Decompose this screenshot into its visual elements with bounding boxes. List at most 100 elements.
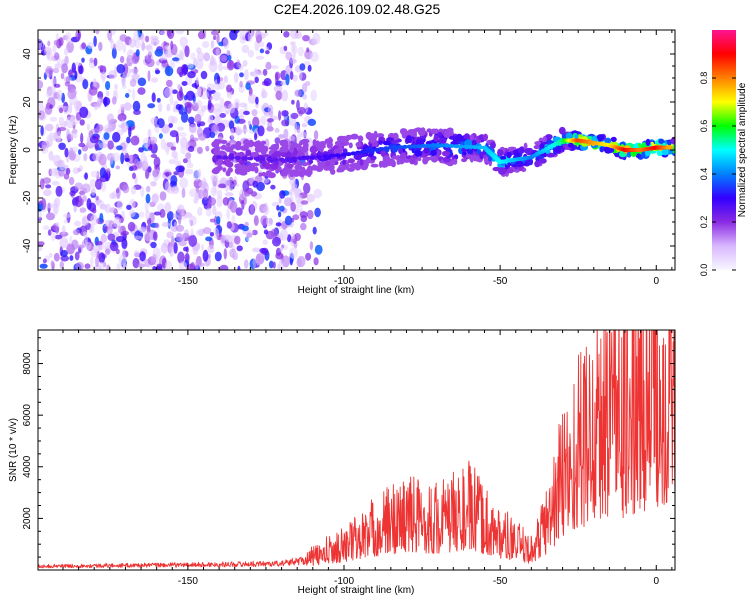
heatmap-cell <box>249 124 253 130</box>
heatmap-cell <box>455 133 463 142</box>
heatmap-cell <box>64 147 69 158</box>
heatmap-cell <box>175 165 185 173</box>
heatmap-cell <box>165 260 172 270</box>
heatmap-cell <box>245 149 252 157</box>
heatmap-cell <box>176 204 185 215</box>
heatmap-cell <box>368 133 377 140</box>
heatmap-cell <box>129 154 134 163</box>
heatmap-cell <box>143 155 148 168</box>
heatmap-cell <box>168 123 173 128</box>
y-tick-label: -40 <box>22 238 33 253</box>
heatmap-cell <box>270 65 279 70</box>
heatmap-cell <box>296 160 302 165</box>
heatmap-cell <box>57 127 67 131</box>
heatmap-cell <box>105 248 111 255</box>
heatmap-cell <box>127 221 136 232</box>
heatmap-cell <box>130 135 140 146</box>
heatmap-cell <box>177 251 185 264</box>
heatmap-cell <box>279 148 288 153</box>
heatmap-cell <box>284 215 293 226</box>
heatmap-cell <box>279 205 285 212</box>
heatmap-cell <box>193 92 202 97</box>
heatmap-cell <box>113 43 117 50</box>
heatmap-cell <box>63 105 70 115</box>
heatmap-cell <box>233 72 239 83</box>
heatmap-cell <box>88 228 93 233</box>
snr-series-line <box>38 330 675 569</box>
heatmap-cell <box>180 111 189 123</box>
heatmap-cell <box>309 241 314 251</box>
heatmap-cell <box>209 218 216 223</box>
heatmap-cell <box>117 113 127 122</box>
heatmap-cell <box>168 158 176 165</box>
heatmap-cell <box>237 265 241 270</box>
heatmap-cell <box>147 43 154 56</box>
heatmap-cell <box>254 145 260 153</box>
heatmap-cell <box>453 144 460 149</box>
heatmap-cell <box>177 213 182 225</box>
heatmap-cell <box>81 57 85 63</box>
heatmap-cell <box>300 200 309 205</box>
heatmap-cell <box>69 235 73 245</box>
heatmap-cell <box>290 112 299 119</box>
heatmap-cell <box>565 132 573 140</box>
heatmap-cell <box>301 123 308 128</box>
heatmap-cell <box>122 43 127 54</box>
heatmap-cell <box>111 96 117 105</box>
heatmap-cell <box>260 140 267 145</box>
heatmap-cell <box>322 154 329 159</box>
snr-frame <box>37 329 676 571</box>
heatmap-cell <box>126 136 131 144</box>
spectrogram-ylabel: Frequency (Hz) <box>8 116 19 185</box>
heatmap-cell <box>274 71 281 81</box>
heatmap-cell <box>39 178 45 190</box>
heatmap-cell <box>54 234 63 240</box>
heatmap-cell <box>296 257 302 268</box>
heatmap-cell <box>169 245 174 257</box>
heatmap-cell <box>220 54 228 62</box>
y-tick-label: 6000 <box>22 404 33 427</box>
heatmap-cell <box>98 41 103 52</box>
heatmap-cell <box>133 30 139 43</box>
heatmap-cell <box>105 127 113 133</box>
colorbar-label: Normalized spectral amplitude <box>737 82 748 217</box>
y-tick-label: 0 <box>22 147 33 153</box>
heatmap-cell <box>342 159 347 166</box>
heatmap-cell <box>539 158 547 164</box>
y-tick-label: 4000 <box>22 455 33 478</box>
heatmap-cell <box>300 138 310 144</box>
heatmap-cell <box>213 167 219 175</box>
heatmap-cell <box>399 152 407 160</box>
heatmap-cell <box>152 169 159 178</box>
heatmap-cell <box>240 145 249 151</box>
heatmap-cell <box>82 79 89 90</box>
heatmap-cell <box>177 84 182 90</box>
heatmap-cell <box>228 155 235 160</box>
heatmap-cell <box>434 128 439 134</box>
heatmap-cell <box>250 191 258 197</box>
heatmap-cell <box>235 128 243 136</box>
heatmap-cell <box>47 40 51 47</box>
heatmap-cell <box>190 52 196 60</box>
heatmap-cell <box>214 251 222 262</box>
heatmap-cell <box>296 125 301 134</box>
heatmap-cell <box>230 144 237 149</box>
heatmap-cell <box>220 139 228 144</box>
heatmap-cell <box>79 207 87 213</box>
y-tick-label: 20 <box>22 96 33 108</box>
heatmap-cell <box>260 148 267 156</box>
heatmap-cell <box>233 98 241 108</box>
heatmap-cell <box>350 151 357 156</box>
heatmap-cell <box>299 70 303 81</box>
heatmap-cell <box>272 236 281 247</box>
heatmap-cell <box>250 71 255 77</box>
heatmap-cell <box>425 143 432 148</box>
heatmap-cell <box>454 154 459 160</box>
heatmap-cell <box>471 140 476 145</box>
heatmap-cell <box>169 130 179 138</box>
heatmap-cell <box>173 171 180 176</box>
heatmap-cell <box>90 256 94 268</box>
heatmap-cell <box>226 208 231 220</box>
heatmap-cell <box>230 30 240 34</box>
heatmap-cell <box>133 250 140 258</box>
